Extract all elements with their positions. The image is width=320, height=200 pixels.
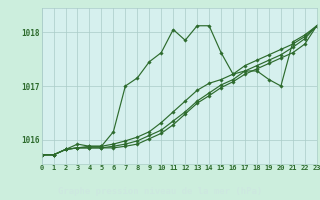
Text: Graphe pression niveau de la mer (hPa): Graphe pression niveau de la mer (hPa) [58,186,262,196]
